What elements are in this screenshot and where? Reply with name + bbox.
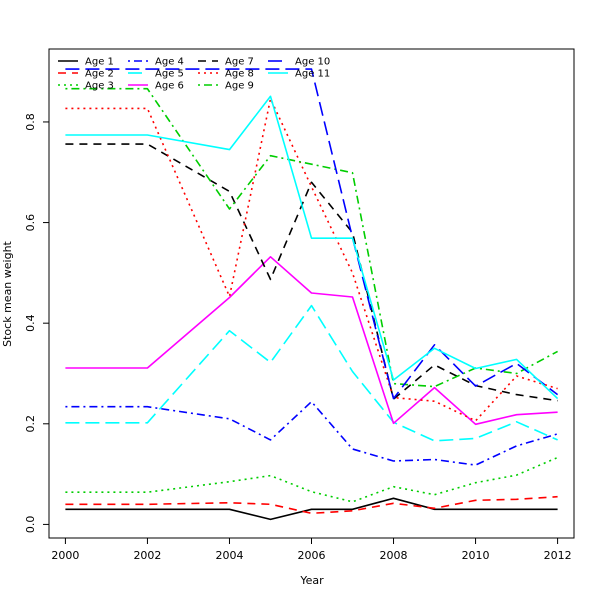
y-axis-title: Stock mean weight bbox=[1, 240, 14, 346]
legend-label: Age 7 bbox=[225, 57, 254, 68]
x-axis-title: Year bbox=[299, 574, 324, 587]
x-tick-label: 2004 bbox=[215, 549, 243, 562]
legend-label: Age 9 bbox=[225, 81, 254, 92]
x-tick-label: 2008 bbox=[380, 549, 408, 562]
x-axis: 2000 2002 2004 2006 2008 2010 2012 bbox=[51, 538, 572, 562]
legend-label: Age 8 bbox=[225, 69, 254, 80]
legend-label: Age 6 bbox=[155, 81, 184, 92]
legend-label: Age 2 bbox=[85, 69, 114, 80]
series-line-age-9 bbox=[65, 87, 558, 388]
series-line-age-5 bbox=[65, 304, 558, 442]
y-tick-label: 0.6 bbox=[24, 214, 37, 232]
series-line-age-1 bbox=[65, 497, 558, 521]
legend-label: Age 10 bbox=[295, 57, 330, 68]
x-tick-label: 2002 bbox=[133, 549, 161, 562]
y-tick-label: 0.2 bbox=[24, 415, 37, 433]
y-tick-label: 0.4 bbox=[24, 314, 37, 332]
series-line-age-6 bbox=[65, 255, 558, 426]
legend-label: Age 4 bbox=[155, 57, 184, 68]
legend-label: Age 5 bbox=[155, 69, 184, 80]
x-tick-label: 2006 bbox=[298, 549, 326, 562]
series-line-age-10 bbox=[65, 68, 559, 400]
series-line-age-3 bbox=[65, 456, 558, 503]
series-line-age-4 bbox=[65, 400, 558, 466]
series-line-age-8 bbox=[65, 98, 558, 422]
series-lines bbox=[65, 68, 559, 521]
x-tick-label: 2010 bbox=[462, 549, 490, 562]
series-line-age-7 bbox=[65, 143, 558, 402]
legend-label: Age 11 bbox=[295, 69, 330, 80]
series-line-age-11 bbox=[65, 95, 559, 400]
legend-label: Age 3 bbox=[85, 81, 114, 92]
y-tick-label: 0.0 bbox=[24, 516, 37, 534]
y-axis: 0.0 0.2 0.4 0.6 0.8 bbox=[24, 113, 49, 533]
x-tick-label: 2012 bbox=[544, 549, 572, 562]
x-tick-label: 2000 bbox=[51, 549, 79, 562]
y-tick-label: 0.8 bbox=[24, 113, 37, 131]
series-line-age-2 bbox=[65, 495, 558, 515]
legend-label: Age 1 bbox=[85, 57, 114, 68]
